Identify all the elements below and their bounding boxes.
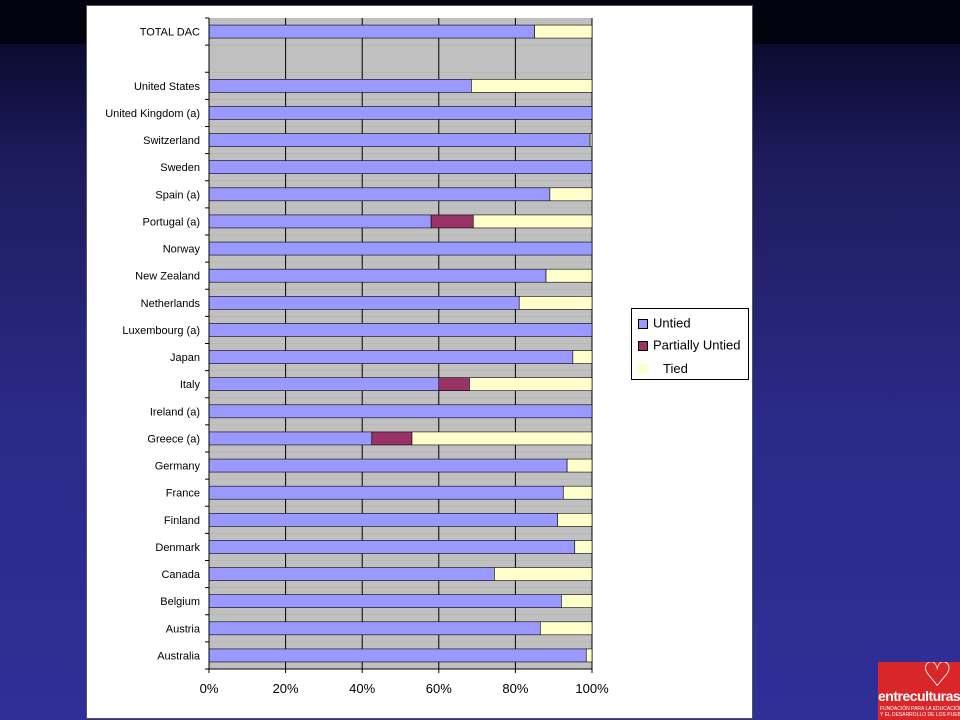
bar-segment-untied (208, 323, 593, 337)
bar-segment-tied (589, 133, 593, 147)
legend-swatch-tied (638, 363, 648, 374)
x-tick-label: 60% (426, 681, 452, 696)
y-tick-label: Finland (164, 515, 200, 527)
y-tick-label: Canada (161, 569, 200, 581)
bar-segment-untied (208, 513, 558, 527)
y-tick-label: TOTAL DAC (140, 27, 200, 39)
y-tick-label: Spain (a) (155, 189, 200, 201)
bar-segment-partially-untied (371, 431, 413, 446)
bar-segment-tied (562, 485, 593, 500)
bar-segment-untied (208, 458, 568, 473)
bar-segment-untied (208, 648, 587, 663)
bar-segment-tied (471, 79, 593, 93)
y-tick-label: Sweden (160, 162, 200, 174)
y-tick-label: Luxembourg (a) (122, 325, 200, 337)
bar-segment-partially-untied (430, 214, 474, 229)
bar-segment-tied (549, 187, 593, 202)
legend-label-untied: Untied (653, 315, 691, 331)
x-tick-label: 20% (273, 681, 299, 696)
bar-segment-untied (208, 540, 576, 554)
bar-segment-untied (208, 133, 591, 147)
bar-segment-tied (545, 268, 593, 283)
y-tick-label: Austria (166, 623, 201, 635)
bar-segment-tied (572, 350, 593, 364)
bar-segment-untied (208, 106, 593, 120)
bar-segment-tied (411, 431, 593, 446)
heart-icon: ♡ (922, 662, 953, 694)
bar-segment-partially-untied (438, 377, 470, 391)
bar-segment-tied (574, 540, 593, 554)
bar-segment-untied (208, 350, 574, 364)
bar-segment-tied (561, 594, 593, 608)
legend-item-partially-untied: Partially Untied (638, 336, 740, 354)
y-tick-label: Australia (157, 650, 201, 662)
y-tick-label: Norway (163, 244, 201, 256)
logo-tagline-2: Y EL DESARROLLO DE LOS PUEBLOS (880, 712, 960, 718)
bar-segment-untied (208, 296, 520, 310)
y-tick-label: Belgium (160, 596, 200, 608)
y-tick-label: France (166, 488, 200, 500)
chart-legend: Untied Partially Untied Tied (631, 308, 749, 380)
bar-segment-tied (469, 377, 593, 391)
bar-segment-untied (208, 621, 541, 636)
bar-segment-untied (208, 431, 373, 446)
legend-swatch-partially-untied (638, 340, 648, 351)
y-tick-label: New Zealand (135, 271, 200, 283)
bar-segment-tied (585, 648, 593, 663)
y-tick-label: United States (134, 81, 201, 93)
bar-segment-untied (208, 79, 472, 93)
stacked-bar-chart: TOTAL DAC United States United Kingdom (a)… (105, 17, 609, 696)
bar-segment-untied (208, 24, 535, 39)
bar-segment-tied (557, 513, 593, 527)
y-tick-label: Netherlands (141, 298, 201, 310)
bar-segment-tied (539, 621, 593, 636)
y-tick-label: Greece (a) (147, 433, 200, 445)
bar-segment-tied (472, 214, 593, 229)
bar-segment-untied (208, 485, 564, 500)
legend-item-tied: Tied (638, 359, 688, 377)
y-tick-label: Italy (180, 379, 201, 391)
bar-segment-untied (208, 214, 432, 229)
logo-tagline-1: FUNDACIÓN PARA LA EDUCACIÓN (880, 706, 960, 712)
y-tick-label: Japan (170, 352, 200, 364)
bar-segment-tied (518, 296, 593, 310)
legend-label-partially-untied: Partially Untied (653, 337, 741, 353)
bar-segment-tied (566, 458, 593, 473)
legend-item-untied: Untied (638, 314, 691, 332)
legend-swatch-untied (638, 318, 648, 329)
y-tick-label: Portugal (a) (143, 216, 200, 228)
bar-segment-untied (208, 594, 562, 608)
bar-segment-tied (534, 24, 593, 39)
y-tick-label: Switzerland (143, 135, 200, 147)
entreculturas-logo: ♡ entreculturas FUNDACIÓN PARA LA EDUCAC… (878, 662, 960, 720)
y-tick-label: United Kingdom (a) (105, 108, 200, 120)
x-tick-label: 40% (349, 681, 375, 696)
bar-segment-untied (208, 377, 440, 391)
chart-panel: TOTAL DAC United States United Kingdom (a)… (86, 5, 753, 719)
bar-segment-untied (208, 241, 593, 256)
bar-segment-untied (208, 268, 547, 283)
y-tick-label: Germany (155, 461, 201, 473)
x-tick-label: 100% (575, 681, 609, 696)
x-tick-label: 0% (200, 681, 219, 696)
x-tick-label: 80% (502, 681, 528, 696)
legend-label-tied: Tied (663, 360, 688, 376)
bar-segment-untied (208, 567, 495, 581)
y-tick-label: Denmark (155, 542, 200, 554)
y-tick-label: Ireland (a) (150, 406, 200, 418)
bar-segment-untied (208, 160, 593, 174)
bar-segment-untied (208, 187, 551, 202)
logo-wordmark: entreculturas (878, 688, 960, 704)
bar-segment-untied (208, 404, 593, 419)
bar-segment-tied (494, 567, 593, 581)
